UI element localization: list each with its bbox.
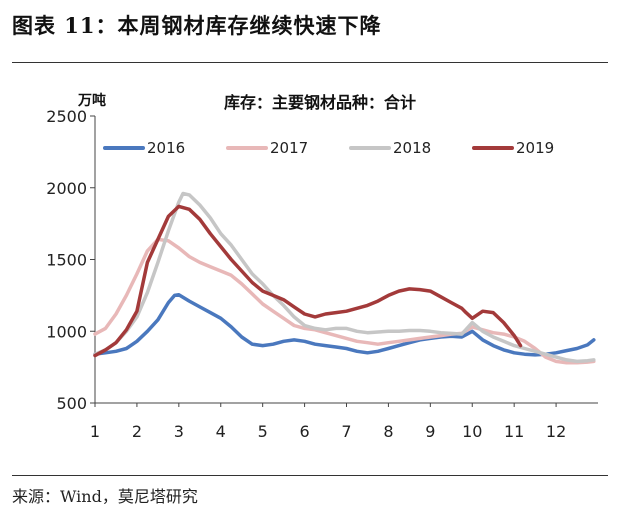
x-tick-label: 12 [546, 422, 566, 441]
figure-title: 图表 11：本周钢材库存继续快速下降 [12, 13, 382, 38]
legend-label-2016: 2016 [147, 139, 185, 157]
y-tick-label: 2000 [46, 179, 87, 198]
series-line-2016 [93, 292, 596, 357]
x-tick-label: 8 [383, 422, 393, 441]
bottom-rule [12, 475, 608, 476]
legend-label-2019: 2019 [516, 139, 554, 157]
y-tick-label: 1000 [46, 322, 87, 341]
series-line-2018 [93, 191, 596, 364]
chart-title: 库存：主要钢材品种：合计 [224, 93, 416, 112]
x-tick-label: 1 [90, 422, 100, 441]
top-rule [12, 62, 608, 63]
x-tick-label: 5 [258, 422, 268, 441]
series-lines [93, 191, 596, 365]
chart-axes [94, 116, 598, 404]
source-note: 来源：Wind，莫尼塔研究 [12, 487, 198, 506]
x-tick-label: 4 [216, 422, 226, 441]
x-tick-label: 7 [341, 422, 351, 441]
y-tick-label: 500 [56, 394, 87, 413]
x-tick-label: 6 [299, 422, 309, 441]
series-line-2019 [93, 204, 523, 358]
x-tick-label: 2 [132, 422, 142, 441]
y-axis-ticks: 500 1000 1500 2000 2500 [46, 107, 95, 413]
y-tick-label: 1500 [46, 251, 87, 270]
x-tick-label: 10 [462, 422, 482, 441]
legend-label-2018: 2018 [393, 139, 431, 157]
x-axis-ticks: 1 2 3 4 5 6 7 8 9 10 11 12 [90, 403, 566, 441]
y-axis-label: 万吨 [77, 92, 106, 109]
chart-legend: 2016 2017 2018 2019 [103, 139, 554, 157]
x-tick-label: 3 [174, 422, 184, 441]
x-tick-label: 11 [504, 422, 524, 441]
y-tick-label: 2500 [46, 107, 87, 126]
x-tick-label: 9 [425, 422, 435, 441]
legend-label-2017: 2017 [270, 139, 308, 157]
